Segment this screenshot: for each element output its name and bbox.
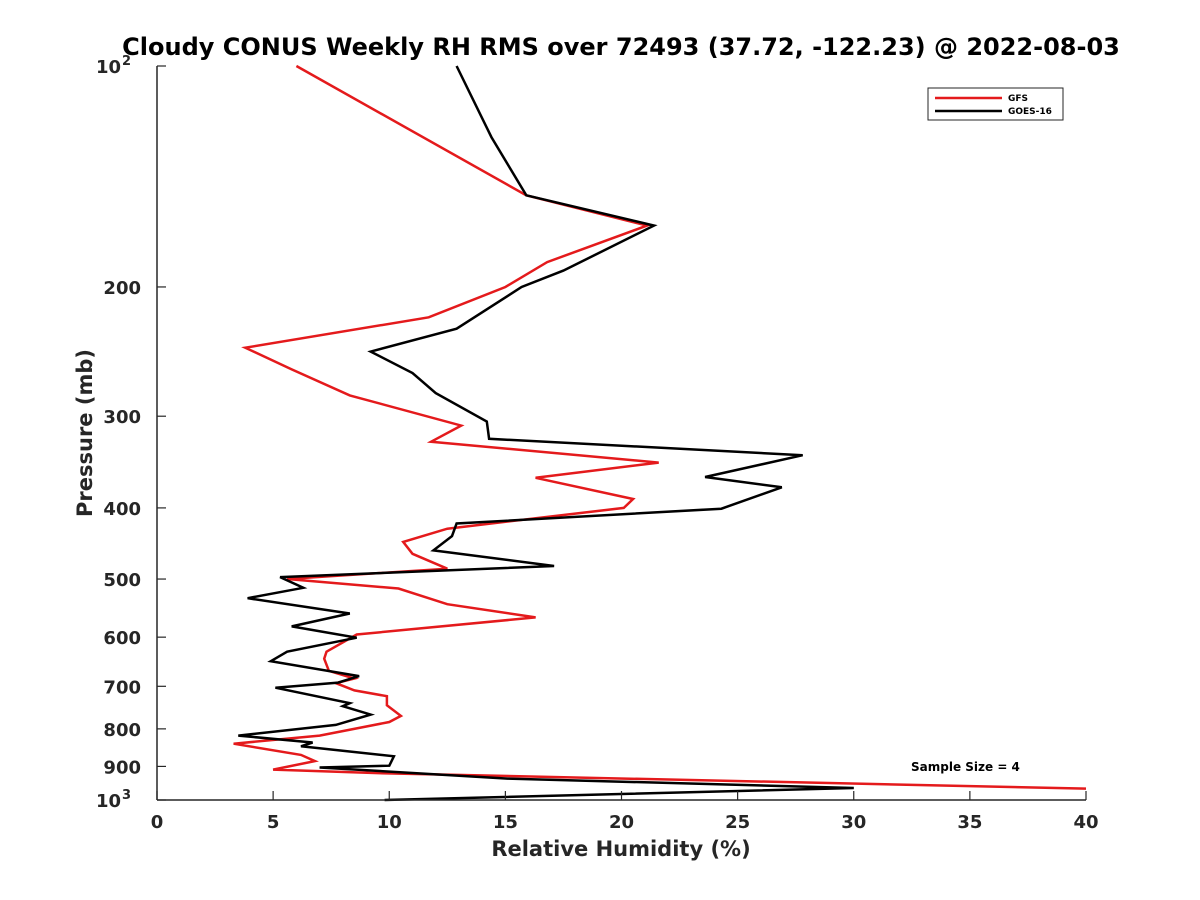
y-tick-exponent: 3 — [122, 788, 131, 803]
x-tick-label: 20 — [609, 812, 634, 833]
x-tick-label: 5 — [267, 812, 280, 833]
y-tick-label: 600 — [103, 628, 141, 649]
x-tick-label: 40 — [1073, 812, 1098, 833]
x-tick-label: 35 — [957, 812, 982, 833]
y-tick-label: 200 — [103, 278, 141, 299]
legend-label-gfs: GFS — [1008, 94, 1028, 104]
y-tick-label: 300 — [103, 407, 141, 428]
series-line-goes16 — [238, 65, 854, 802]
x-tick-label: 25 — [725, 812, 750, 833]
plot-background — [157, 66, 1086, 799]
y-tick-label: 400 — [103, 499, 141, 520]
y-tick-label: 10 — [96, 791, 121, 812]
chart-title: Cloudy CONUS Weekly RH RMS over 72493 (3… — [122, 33, 1120, 61]
y-tick-label: 700 — [103, 677, 141, 698]
legend-label-goes16: GOES-16 — [1008, 107, 1052, 117]
x-axis-ticks: 0 5 10 15 20 25 30 35 40 — [151, 791, 1099, 833]
y-tick-exponent: 2 — [122, 54, 131, 69]
y-tick-label: 900 — [103, 757, 141, 778]
x-tick-label: 10 — [377, 812, 402, 833]
x-tick-label: 30 — [841, 812, 866, 833]
legend: GFS GOES-16 — [927, 87, 1064, 121]
y-tick-label: 10 — [96, 57, 121, 78]
x-tick-label: 15 — [493, 812, 518, 833]
series-line-gfs — [233, 64, 1087, 790]
y-tick-label: 500 — [103, 570, 141, 591]
plot-area: 0 5 10 15 20 25 30 35 40 10 220030040050060070080… — [96, 54, 1099, 833]
legend-box — [927, 87, 1064, 121]
y-tick-label: 800 — [103, 720, 141, 741]
y-axis-label: Pressure (mb) — [73, 349, 97, 517]
sample-size-annotation: Sample Size = 4 — [911, 760, 1020, 774]
x-tick-label: 0 — [151, 812, 164, 833]
series-layer — [233, 64, 1087, 802]
x-axis-label: Relative Humidity (%) — [491, 837, 750, 861]
